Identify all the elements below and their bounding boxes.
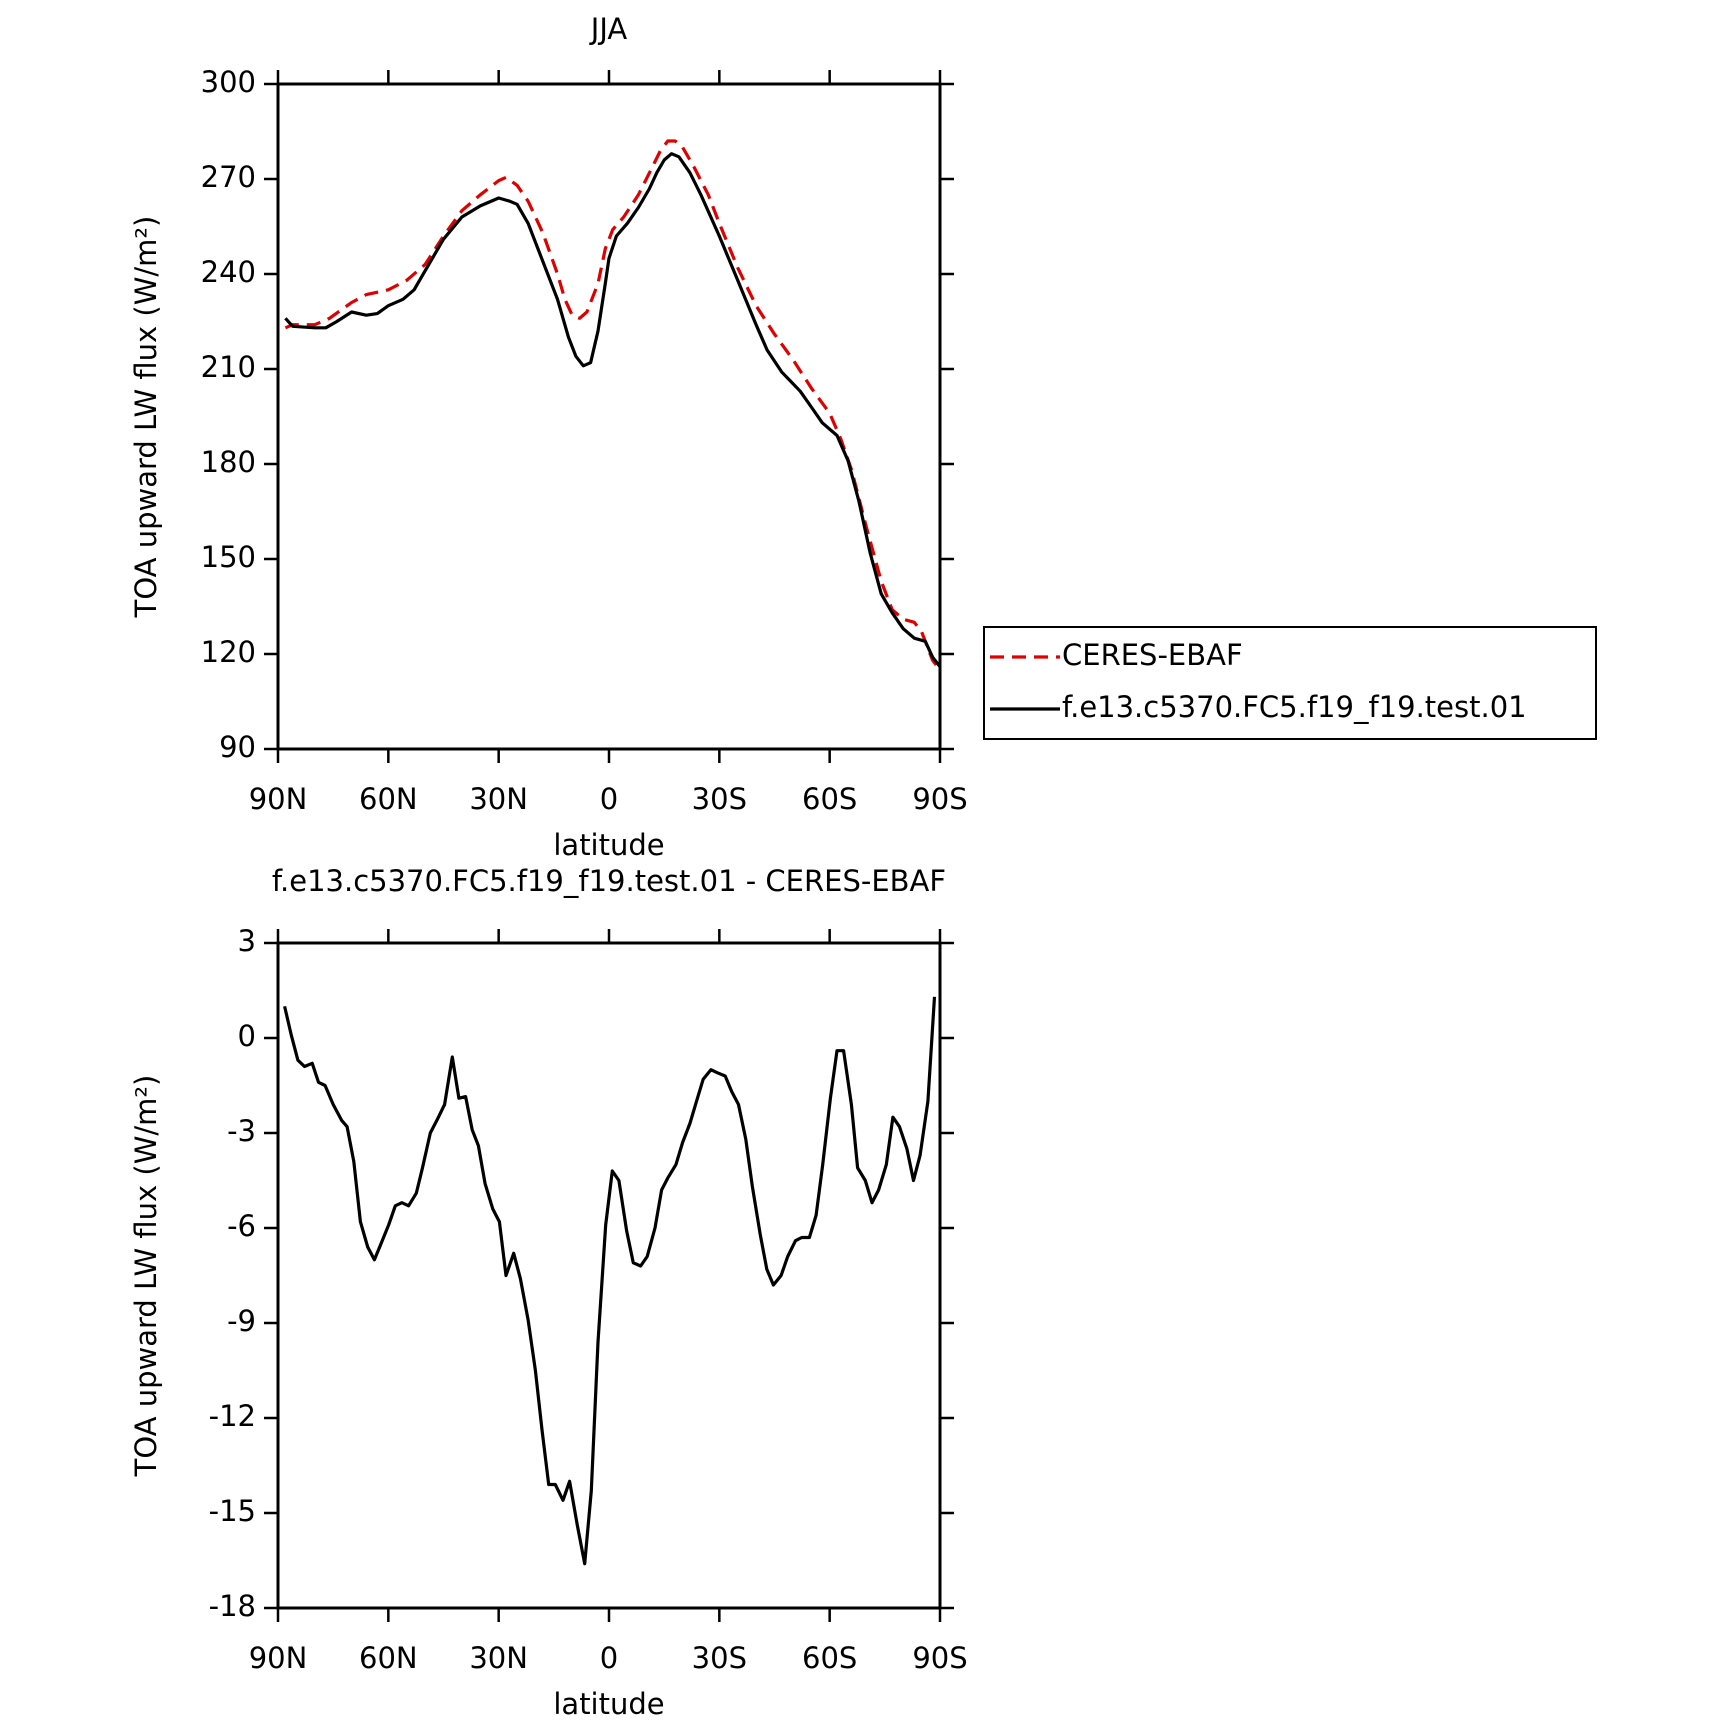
y-axis-label: TOA upward LW flux (W/m²) — [129, 216, 163, 619]
y-tick-label: -15 — [209, 1494, 256, 1528]
y-tick-label: 180 — [201, 445, 256, 479]
x-tick-label: 90S — [912, 782, 967, 816]
y-tick-label: -12 — [209, 1399, 256, 1433]
data-line — [283, 996, 937, 1566]
data-line — [284, 152, 942, 668]
x-tick-label: 60N — [359, 1641, 418, 1675]
x-axis-label: latitude — [553, 1687, 664, 1721]
x-tick-label: 30N — [469, 1641, 528, 1675]
x-tick-label: 90S — [912, 1641, 967, 1675]
x-tick-label: 90N — [249, 1641, 308, 1675]
x-tick-label: 30S — [692, 782, 747, 816]
y-tick-label: 210 — [201, 350, 256, 384]
y-tick-label: 90 — [219, 730, 256, 764]
y-tick-label: 240 — [201, 255, 256, 289]
legend-box — [983, 626, 1597, 740]
y-tick-label: -9 — [227, 1304, 256, 1338]
legend-label: f.e13.c5370.FC5.f19_f19.test.01 — [1062, 690, 1527, 724]
data-line — [284, 139, 942, 671]
x-tick-label: 60S — [802, 1641, 857, 1675]
y-tick-label: -6 — [227, 1209, 256, 1243]
y-tick-label: 120 — [201, 635, 256, 669]
y-tick-label: -3 — [227, 1114, 256, 1148]
x-tick-label: 90N — [249, 782, 308, 816]
x-axis-label: latitude — [553, 828, 664, 862]
y-tick-label: 150 — [201, 540, 256, 574]
x-tick-label: 30N — [469, 782, 528, 816]
y-tick-label: 270 — [201, 160, 256, 194]
x-tick-label: 60N — [359, 782, 418, 816]
chart-title: f.e13.c5370.FC5.f19_f19.test.01 - CERES-… — [272, 864, 946, 898]
chart-title: JJA — [589, 12, 628, 46]
y-tick-label: 0 — [238, 1019, 256, 1053]
x-tick-label: 30S — [692, 1641, 747, 1675]
x-tick-label: 0 — [600, 1641, 618, 1675]
x-tick-label: 0 — [600, 782, 618, 816]
legend-label: CERES-EBAF — [1062, 638, 1243, 672]
plot-frame — [276, 82, 942, 751]
plot-frame — [276, 941, 942, 1610]
y-tick-label: 3 — [238, 924, 256, 958]
y-tick-label: -18 — [209, 1589, 256, 1623]
x-tick-label: 60S — [802, 782, 857, 816]
y-tick-label: 300 — [201, 65, 256, 99]
y-axis-label: TOA upward LW flux (W/m²) — [129, 1075, 163, 1478]
